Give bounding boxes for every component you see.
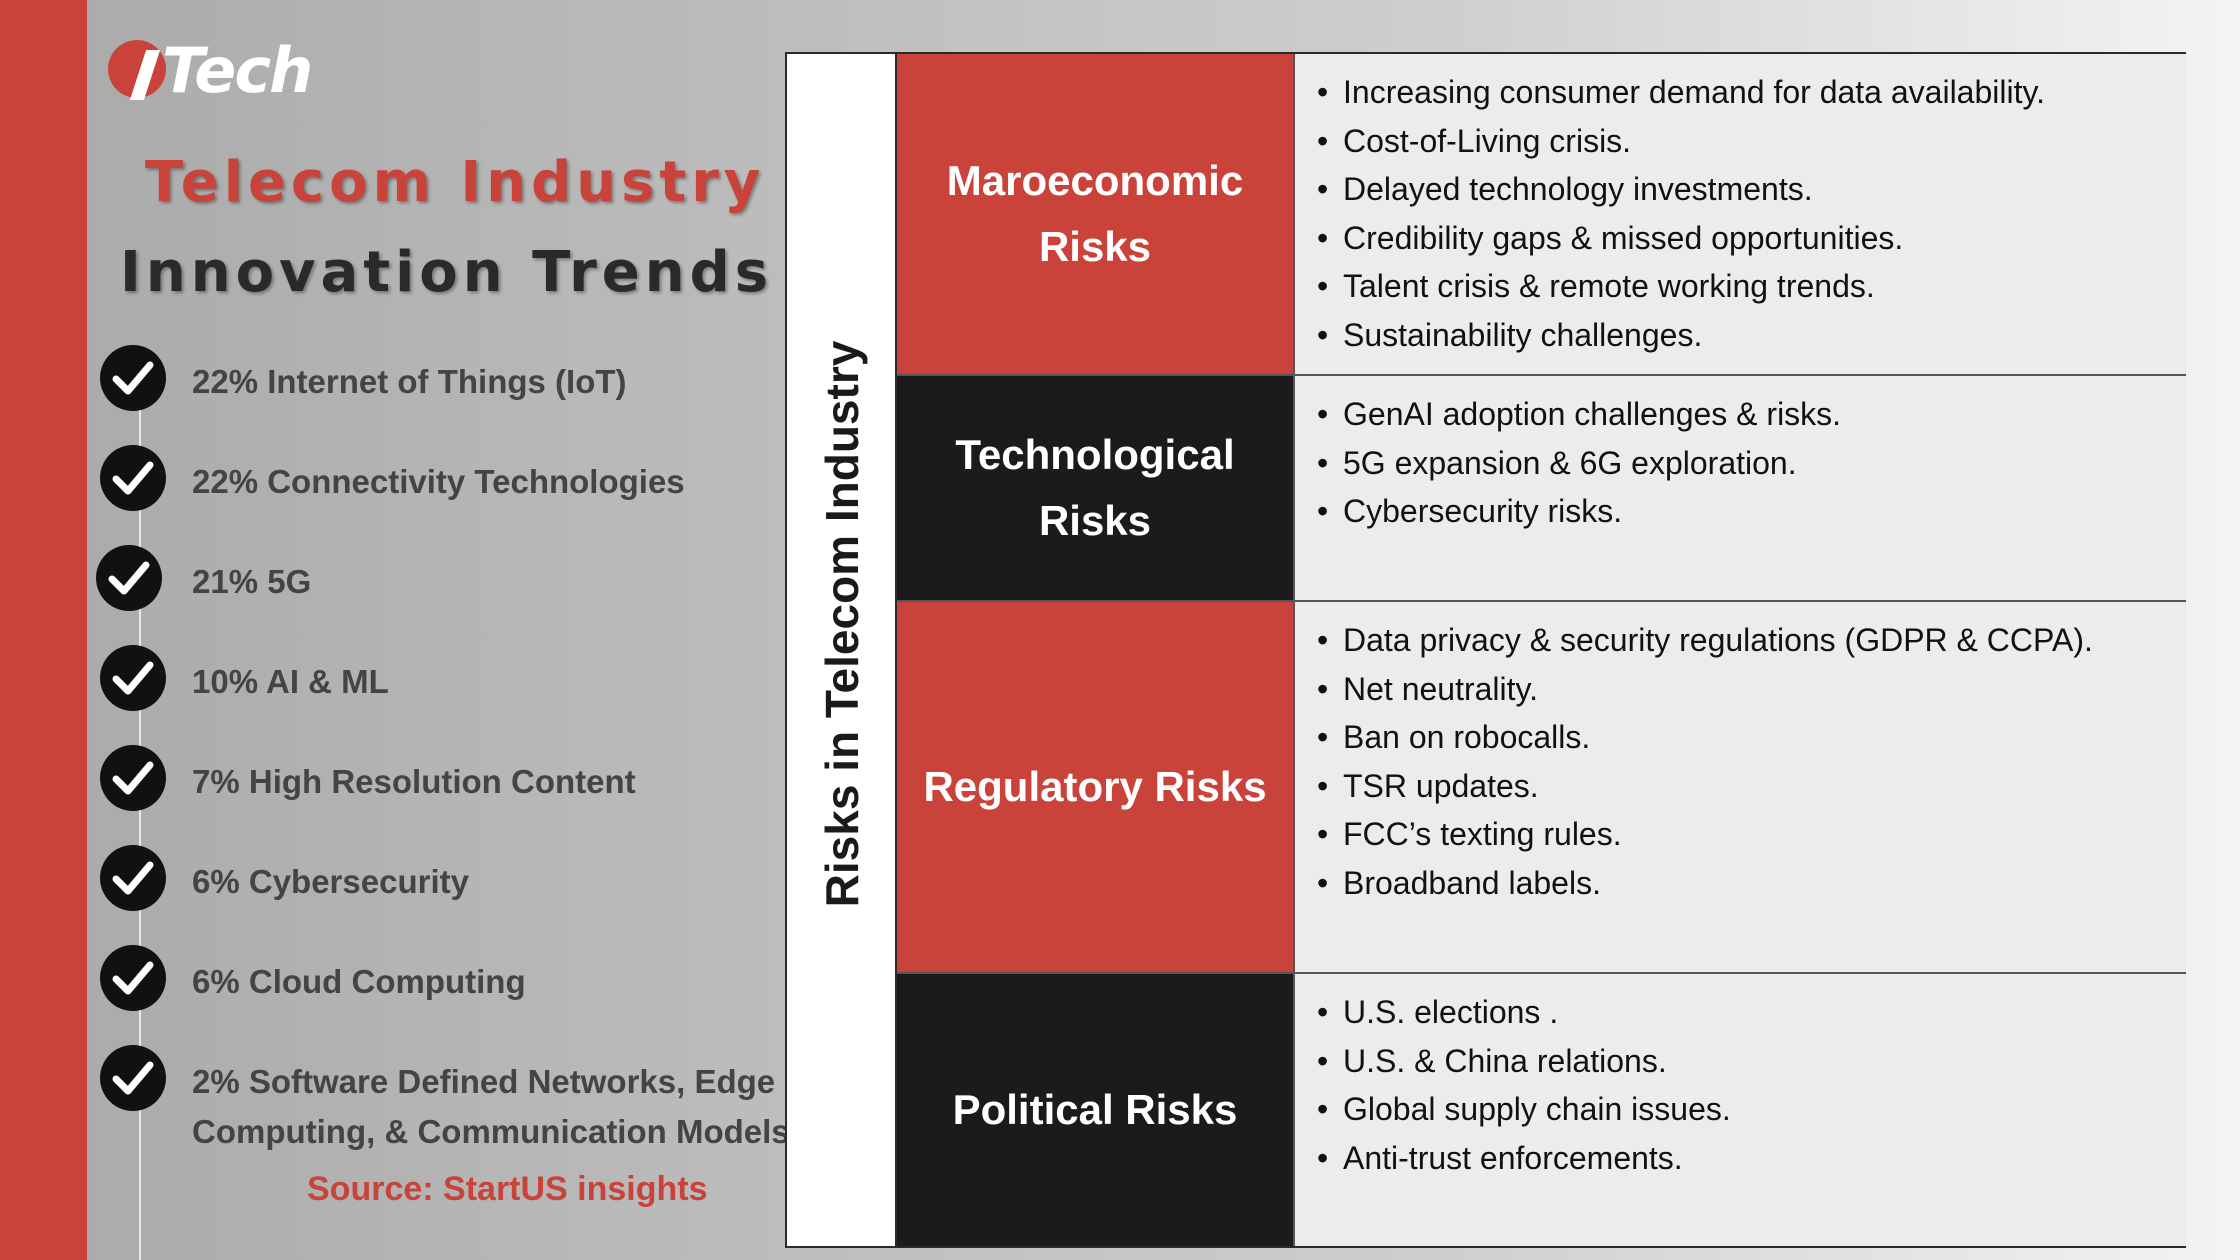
risk-category: Technological Risks [897, 376, 1293, 600]
risk-item: U.S. elections . [1317, 988, 2166, 1037]
risks-table: Risks in Telecom Industry Maroeconomic R… [785, 52, 2186, 1248]
trend-label: 10% AI & ML [192, 663, 389, 700]
risk-items: U.S. elections . U.S. & China relations.… [1293, 974, 2186, 1246]
risk-category: Maroeconomic Risks [897, 54, 1293, 374]
check-circle-icon [100, 445, 166, 511]
risk-item: Sustainability challenges. [1317, 311, 2166, 360]
check-circle-icon [100, 845, 166, 911]
risk-items: Data privacy & security regulations (GDP… [1293, 602, 2186, 972]
risk-item: U.S. & China relations. [1317, 1037, 2166, 1086]
risks-vertical-title: Risks in Telecom Industry [816, 340, 868, 908]
itech-logo: Tech [108, 32, 313, 112]
risk-item: Cost-of-Living crisis. [1317, 117, 2166, 166]
risk-item: Broadband labels. [1317, 859, 2166, 908]
check-circle-icon [100, 645, 166, 711]
risk-item: Ban on robocalls. [1317, 713, 2166, 762]
risk-row-technological: Technological Risks GenAI adoption chall… [897, 376, 2186, 602]
risk-category: Political Risks [897, 974, 1293, 1246]
risk-item: TSR updates. [1317, 762, 2166, 811]
risk-category: Regulatory Risks [897, 602, 1293, 972]
risk-item: Increasing consumer demand for data avai… [1317, 68, 2166, 117]
title-line-1: Telecom Industry [145, 150, 766, 215]
risks-vertical-header: Risks in Telecom Industry [787, 54, 897, 1246]
risk-item: Cybersecurity risks. [1317, 487, 2166, 536]
check-circle-icon [100, 945, 166, 1011]
risk-item: Credibility gaps & missed opportunities. [1317, 214, 2166, 263]
risk-item: Delayed technology investments. [1317, 165, 2166, 214]
logo-text: Tech [162, 34, 313, 107]
risk-item: Net neutrality. [1317, 665, 2166, 714]
check-circle-icon [100, 345, 166, 411]
trend-label: 22% Internet of Things (IoT) [192, 363, 627, 400]
title-line-2: Innovation Trends [120, 240, 774, 305]
trend-label: 2% Software Defined Networks, Edge Compu… [192, 1063, 790, 1150]
trend-label: 22% Connectivity Technologies [192, 463, 685, 500]
check-circle-icon [96, 545, 162, 611]
trend-label: 6% Cloud Computing [192, 963, 526, 1000]
trend-timeline [139, 380, 141, 1260]
risk-item: Anti-trust enforcements. [1317, 1134, 2166, 1183]
risk-item: 5G expansion & 6G exploration. [1317, 439, 2166, 488]
risk-item: Global supply chain issues. [1317, 1085, 2166, 1134]
risk-row-political: Political Risks U.S. elections . U.S. & … [897, 974, 2186, 1246]
trend-label: 21% 5G [192, 563, 312, 600]
risk-item: Data privacy & security regulations (GDP… [1317, 616, 2166, 665]
risk-row-regulatory: Regulatory Risks Data privacy & security… [897, 602, 2186, 974]
risk-items: GenAI adoption challenges & risks. 5G ex… [1293, 376, 2186, 600]
risk-row-macroeconomic: Maroeconomic Risks Increasing consumer d… [897, 54, 2186, 376]
left-accent-bar [0, 0, 87, 1260]
risk-item: GenAI adoption challenges & risks. [1317, 390, 2166, 439]
trend-label: 7% High Resolution Content [192, 763, 636, 800]
check-circle-icon [100, 745, 166, 811]
risk-items: Increasing consumer demand for data avai… [1293, 54, 2186, 374]
risk-item: FCC’s texting rules. [1317, 810, 2166, 859]
risk-item: Talent crisis & remote working trends. [1317, 262, 2166, 311]
source-credit: Source: StartUS insights [307, 1170, 708, 1208]
trend-label: 6% Cybersecurity [192, 863, 469, 900]
check-circle-icon [100, 1045, 166, 1111]
